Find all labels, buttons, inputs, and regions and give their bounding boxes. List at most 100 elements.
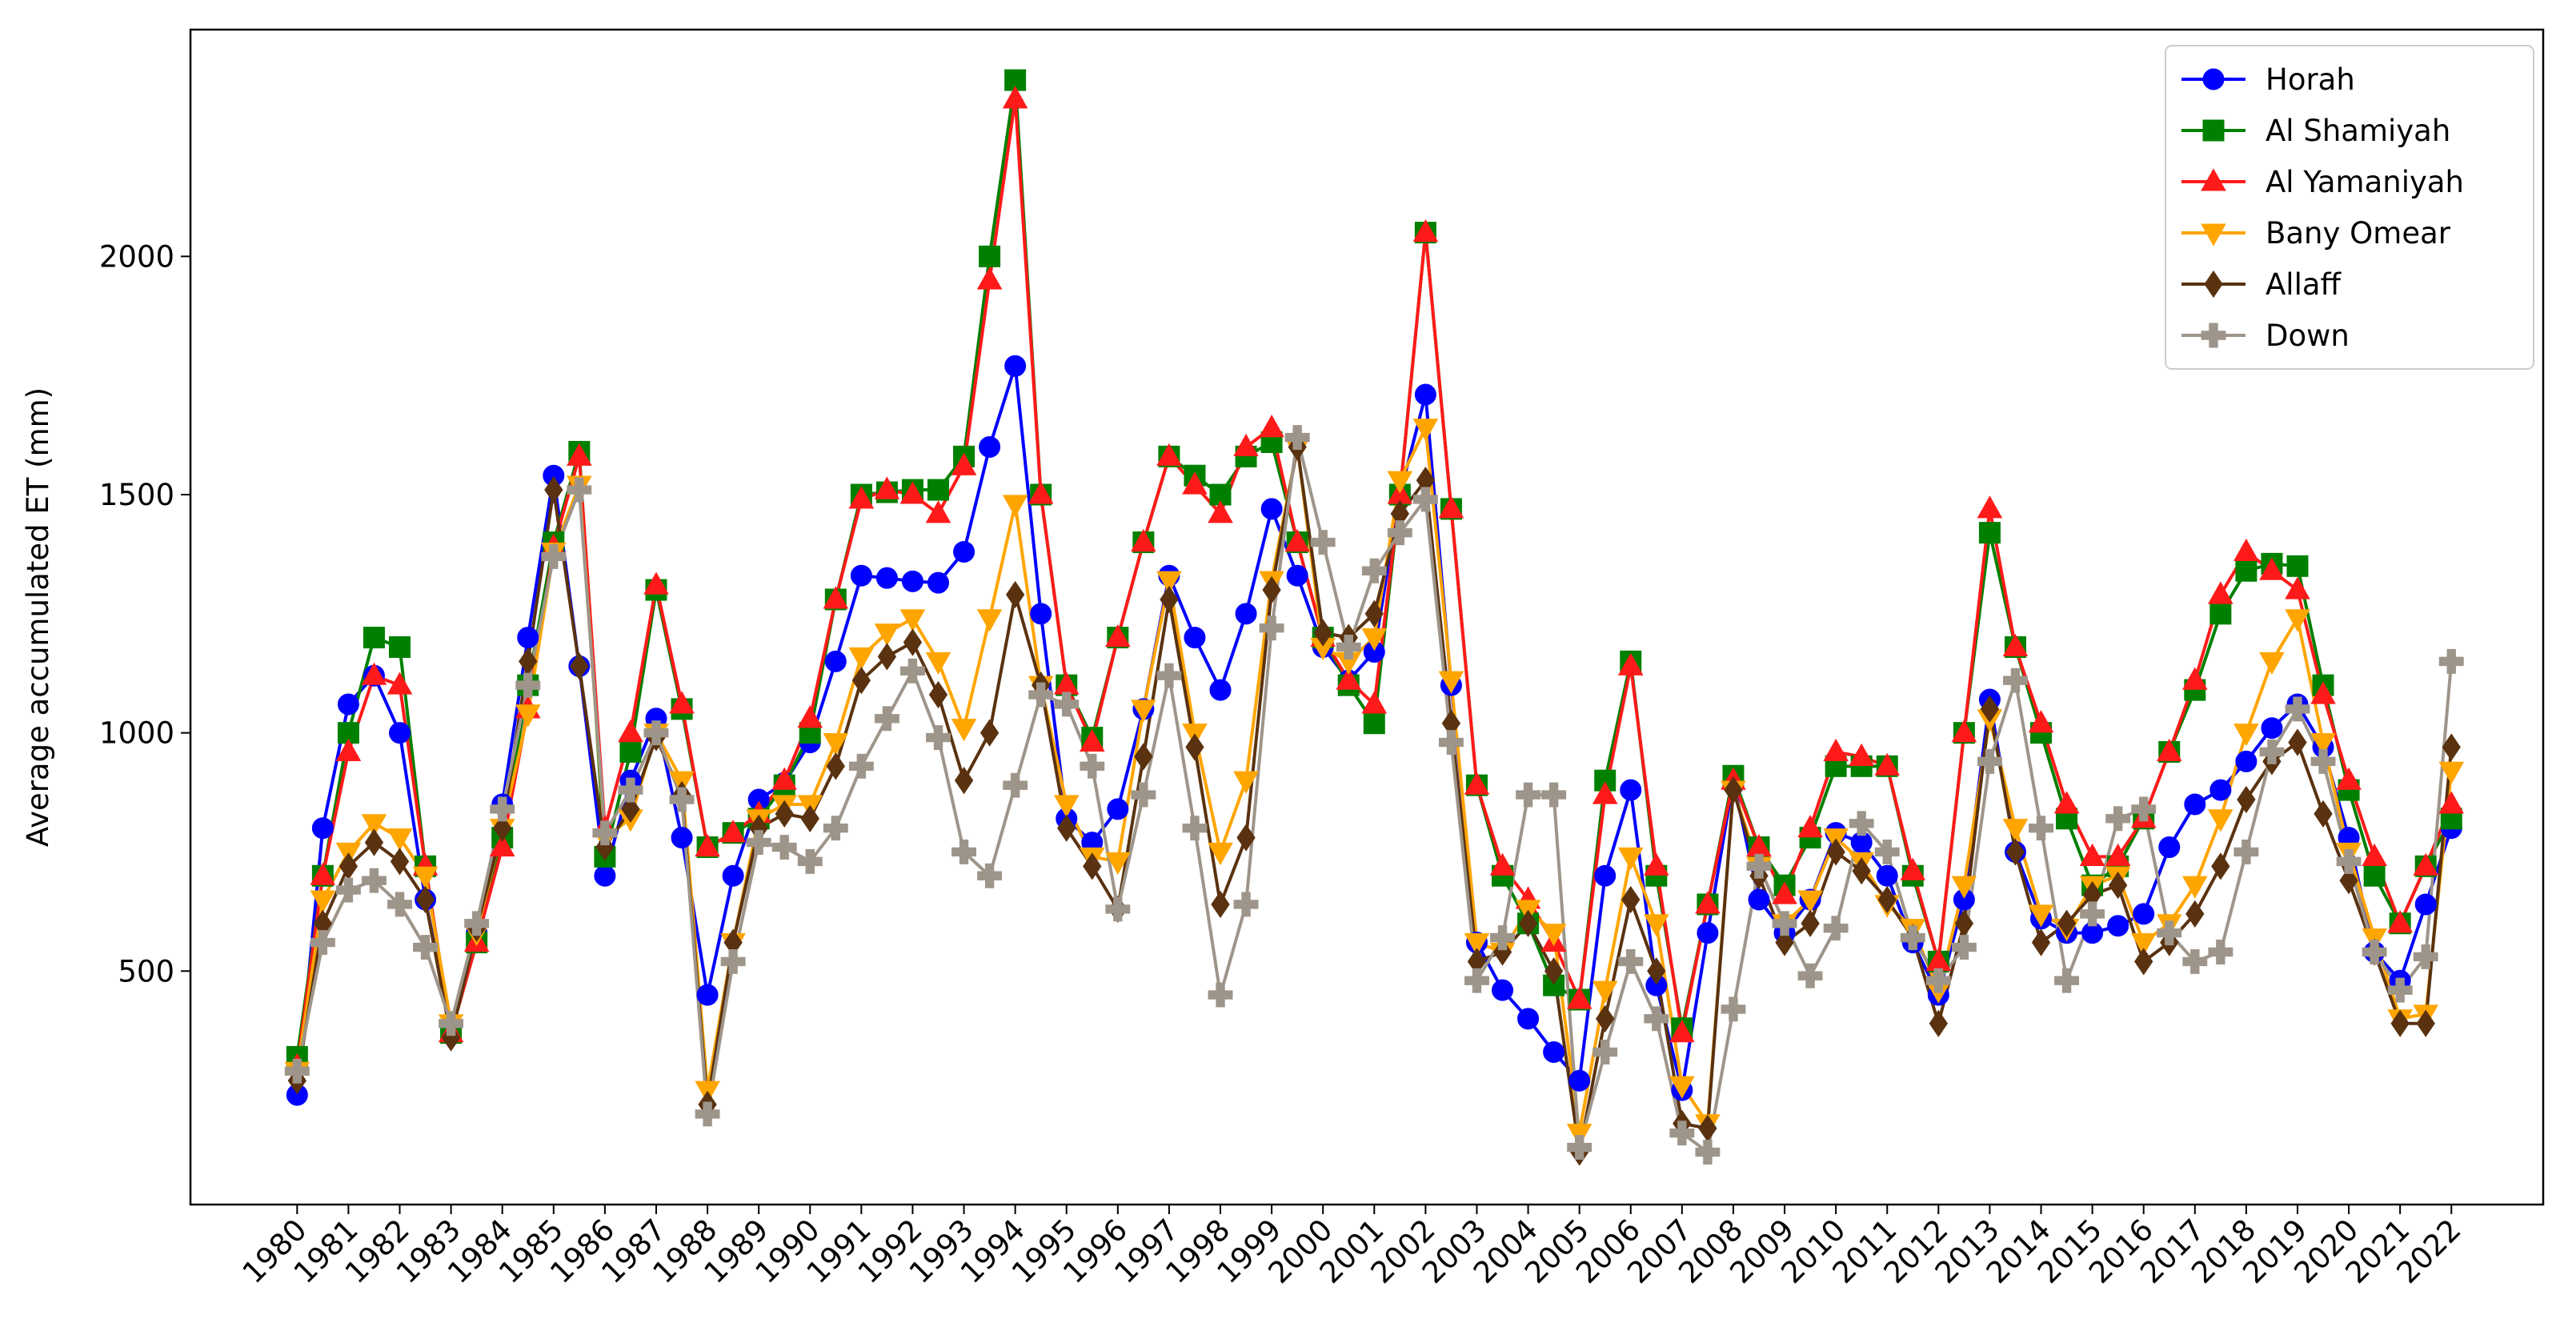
marker [800, 804, 819, 832]
marker [1336, 635, 1361, 659]
marker [671, 827, 693, 849]
legend-label: Al Yamaniyah [2266, 165, 2464, 199]
marker [2054, 968, 2080, 993]
marker [335, 877, 361, 903]
marker [1724, 776, 1743, 804]
marker [390, 848, 410, 876]
marker [1361, 691, 1388, 714]
marker [1566, 986, 1592, 1009]
marker [1387, 471, 1413, 494]
plot-frame [189, 28, 2545, 1206]
legend-label: Down [2266, 319, 2350, 353]
marker [2031, 928, 2051, 956]
marker [976, 267, 1003, 290]
marker [2285, 696, 2310, 722]
marker [927, 571, 949, 594]
marker [1541, 782, 1567, 808]
marker [1079, 728, 1105, 752]
marker [1540, 924, 1567, 947]
marker [977, 863, 1003, 888]
marker [361, 814, 387, 837]
marker [1286, 564, 1308, 587]
marker [976, 609, 1003, 632]
marker [387, 672, 413, 695]
marker [2208, 809, 2233, 832]
marker [1592, 980, 1618, 1004]
marker [1131, 700, 1156, 723]
marker [2314, 800, 2333, 828]
marker [2233, 724, 2259, 747]
marker [2336, 848, 2362, 874]
marker [570, 652, 589, 680]
marker [464, 911, 490, 936]
marker [695, 1101, 720, 1127]
marker [544, 475, 563, 504]
marker [1412, 419, 1439, 442]
marker [1310, 530, 1336, 555]
marker [2201, 323, 2226, 348]
marker [826, 752, 845, 780]
marker [2157, 920, 2182, 946]
marker [618, 720, 643, 743]
marker [2285, 609, 2310, 632]
marker [1775, 928, 1794, 956]
marker [1107, 798, 1129, 820]
marker [1695, 891, 1721, 914]
marker [2235, 559, 2258, 582]
marker [1797, 890, 1823, 913]
marker [1721, 996, 1746, 1022]
marker [771, 767, 798, 790]
marker [310, 862, 336, 885]
marker [2209, 779, 2232, 801]
marker [1518, 909, 1538, 937]
marker [2336, 767, 2362, 790]
marker [1233, 433, 1259, 457]
marker [1105, 896, 1131, 922]
marker [1951, 935, 1977, 960]
marker [1160, 585, 1179, 614]
marker [618, 777, 643, 803]
marker [2414, 893, 2437, 916]
marker [1877, 885, 1897, 914]
marker [1929, 1009, 1948, 1037]
marker [1567, 1135, 1592, 1161]
marker [1617, 847, 1644, 871]
marker [1259, 415, 1284, 438]
marker [362, 868, 387, 893]
marker [2002, 633, 2029, 657]
marker [954, 767, 974, 795]
marker [1131, 528, 1156, 552]
marker [1083, 852, 1102, 880]
marker [1492, 979, 1514, 1001]
marker [2259, 557, 2285, 580]
legend-label: Horah [2266, 62, 2355, 97]
marker [1592, 1040, 1618, 1064]
marker [1876, 864, 1898, 887]
marker [926, 725, 951, 751]
marker [2387, 910, 2413, 933]
marker [2233, 538, 2259, 561]
marker [2028, 710, 2054, 733]
marker [874, 476, 900, 499]
marker [1002, 495, 1028, 518]
marker [951, 452, 977, 475]
marker [980, 719, 1000, 747]
marker [2310, 748, 2336, 774]
marker [2028, 904, 2054, 928]
marker [595, 833, 615, 861]
marker [1361, 628, 1388, 651]
marker [2202, 68, 2225, 90]
marker [1516, 782, 1541, 808]
marker [771, 835, 797, 860]
marker [2184, 793, 2206, 816]
y-tick-label: 1000 [99, 716, 174, 751]
marker [874, 706, 899, 732]
marker [2442, 733, 2461, 761]
marker [594, 864, 616, 887]
marker [1208, 842, 1233, 866]
marker [850, 564, 872, 587]
marker [1874, 840, 1900, 864]
marker [1900, 857, 1926, 880]
marker [1644, 852, 1669, 876]
